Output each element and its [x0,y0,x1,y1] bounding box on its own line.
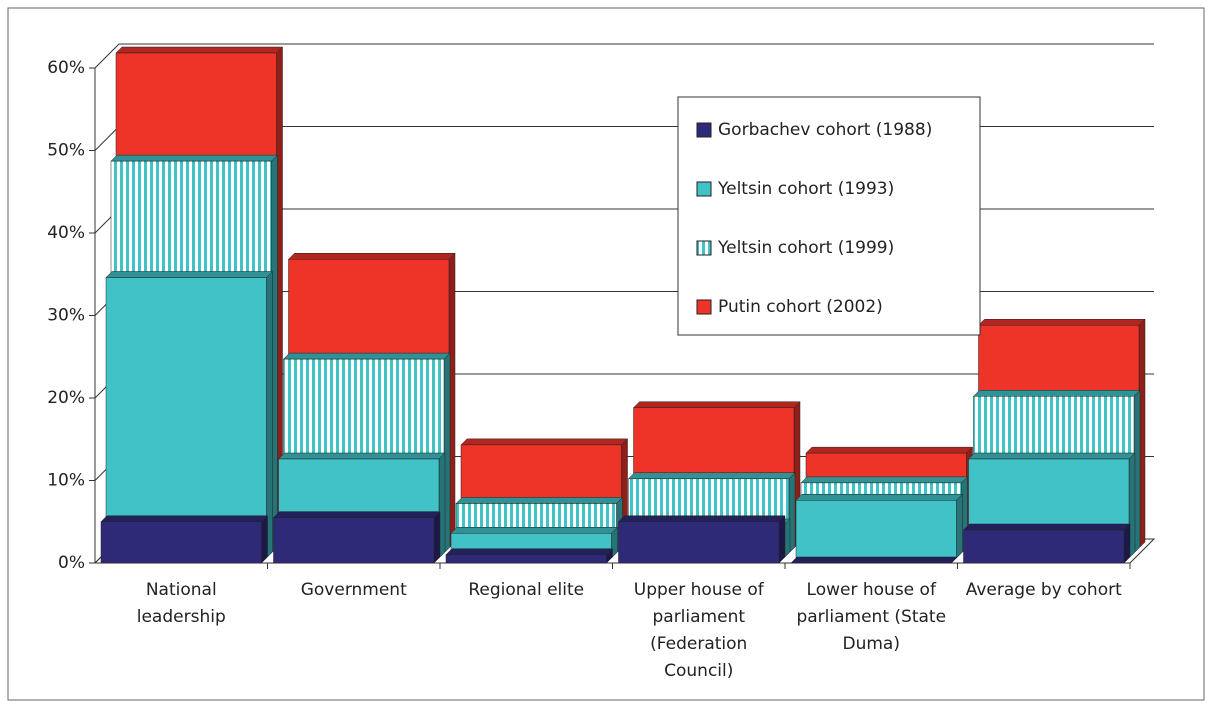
y-tick-label: 60% [47,58,85,78]
bar-top [287,253,456,260]
bar-top [460,438,629,446]
bar [795,500,957,559]
bar-side [1123,523,1131,564]
x-tick-label: Regional elite [468,580,585,600]
x-tick-label: Upper house of parliament (Federation Co… [633,580,764,681]
bar-top [962,523,1131,531]
x-tick-label: National leadership [136,580,226,627]
bar [105,277,267,559]
grid-line [94,43,120,69]
bar-top [272,511,441,518]
x-tick-label: Average by cohort [965,580,1122,600]
legend-box [677,96,981,336]
bar [618,521,780,564]
bar-top [455,497,624,504]
bar-top [115,46,284,54]
bar [445,554,607,564]
bar-top [795,494,964,501]
bar-top [977,319,1146,326]
bar-top [800,476,969,484]
y-tick-label: 0% [58,553,85,573]
y-tick-label: 50% [47,141,85,161]
bar-top [967,452,1136,460]
bar-side [956,493,963,559]
bar-top [972,390,1141,397]
bar-top [277,452,446,460]
bar-top [445,548,614,555]
x-tick-label: Lower house of parliament (State Duma) [796,580,947,654]
bar-top [627,472,796,479]
legend-label: Putin cohort (2002) [718,297,883,317]
frame [7,7,1205,701]
legend-label: Yeltsin cohort (1999) [717,238,894,258]
bar-top [617,515,786,522]
legend-label: Gorbachev cohort (1988) [718,120,932,140]
grid-line [94,126,120,151]
legend-swatch [696,181,712,197]
bar-side [433,511,441,564]
x-tick-label: Government [300,580,407,600]
bar-side [261,515,268,564]
legend-swatch [696,240,712,256]
bar-top [110,154,279,162]
bar-top [105,271,274,278]
legend-swatch [696,122,712,138]
bar-side [778,515,786,564]
legend-swatch [696,299,712,315]
y-tick-label: 40% [47,223,85,243]
bar-top [100,515,269,522]
bar-top [282,352,451,360]
legend-label: Yeltsin cohort (1993) [717,179,894,199]
bar-top [805,446,974,454]
bar-top [790,556,959,564]
y-tick-label: 10% [47,471,85,491]
y-tick-label: 20% [47,388,85,408]
bar-top [450,527,619,534]
bar-top [632,401,801,408]
y-tick-label: 30% [47,306,85,326]
bar-side [266,270,273,559]
bar [963,529,1125,564]
bar [273,517,435,564]
bar [100,521,262,564]
